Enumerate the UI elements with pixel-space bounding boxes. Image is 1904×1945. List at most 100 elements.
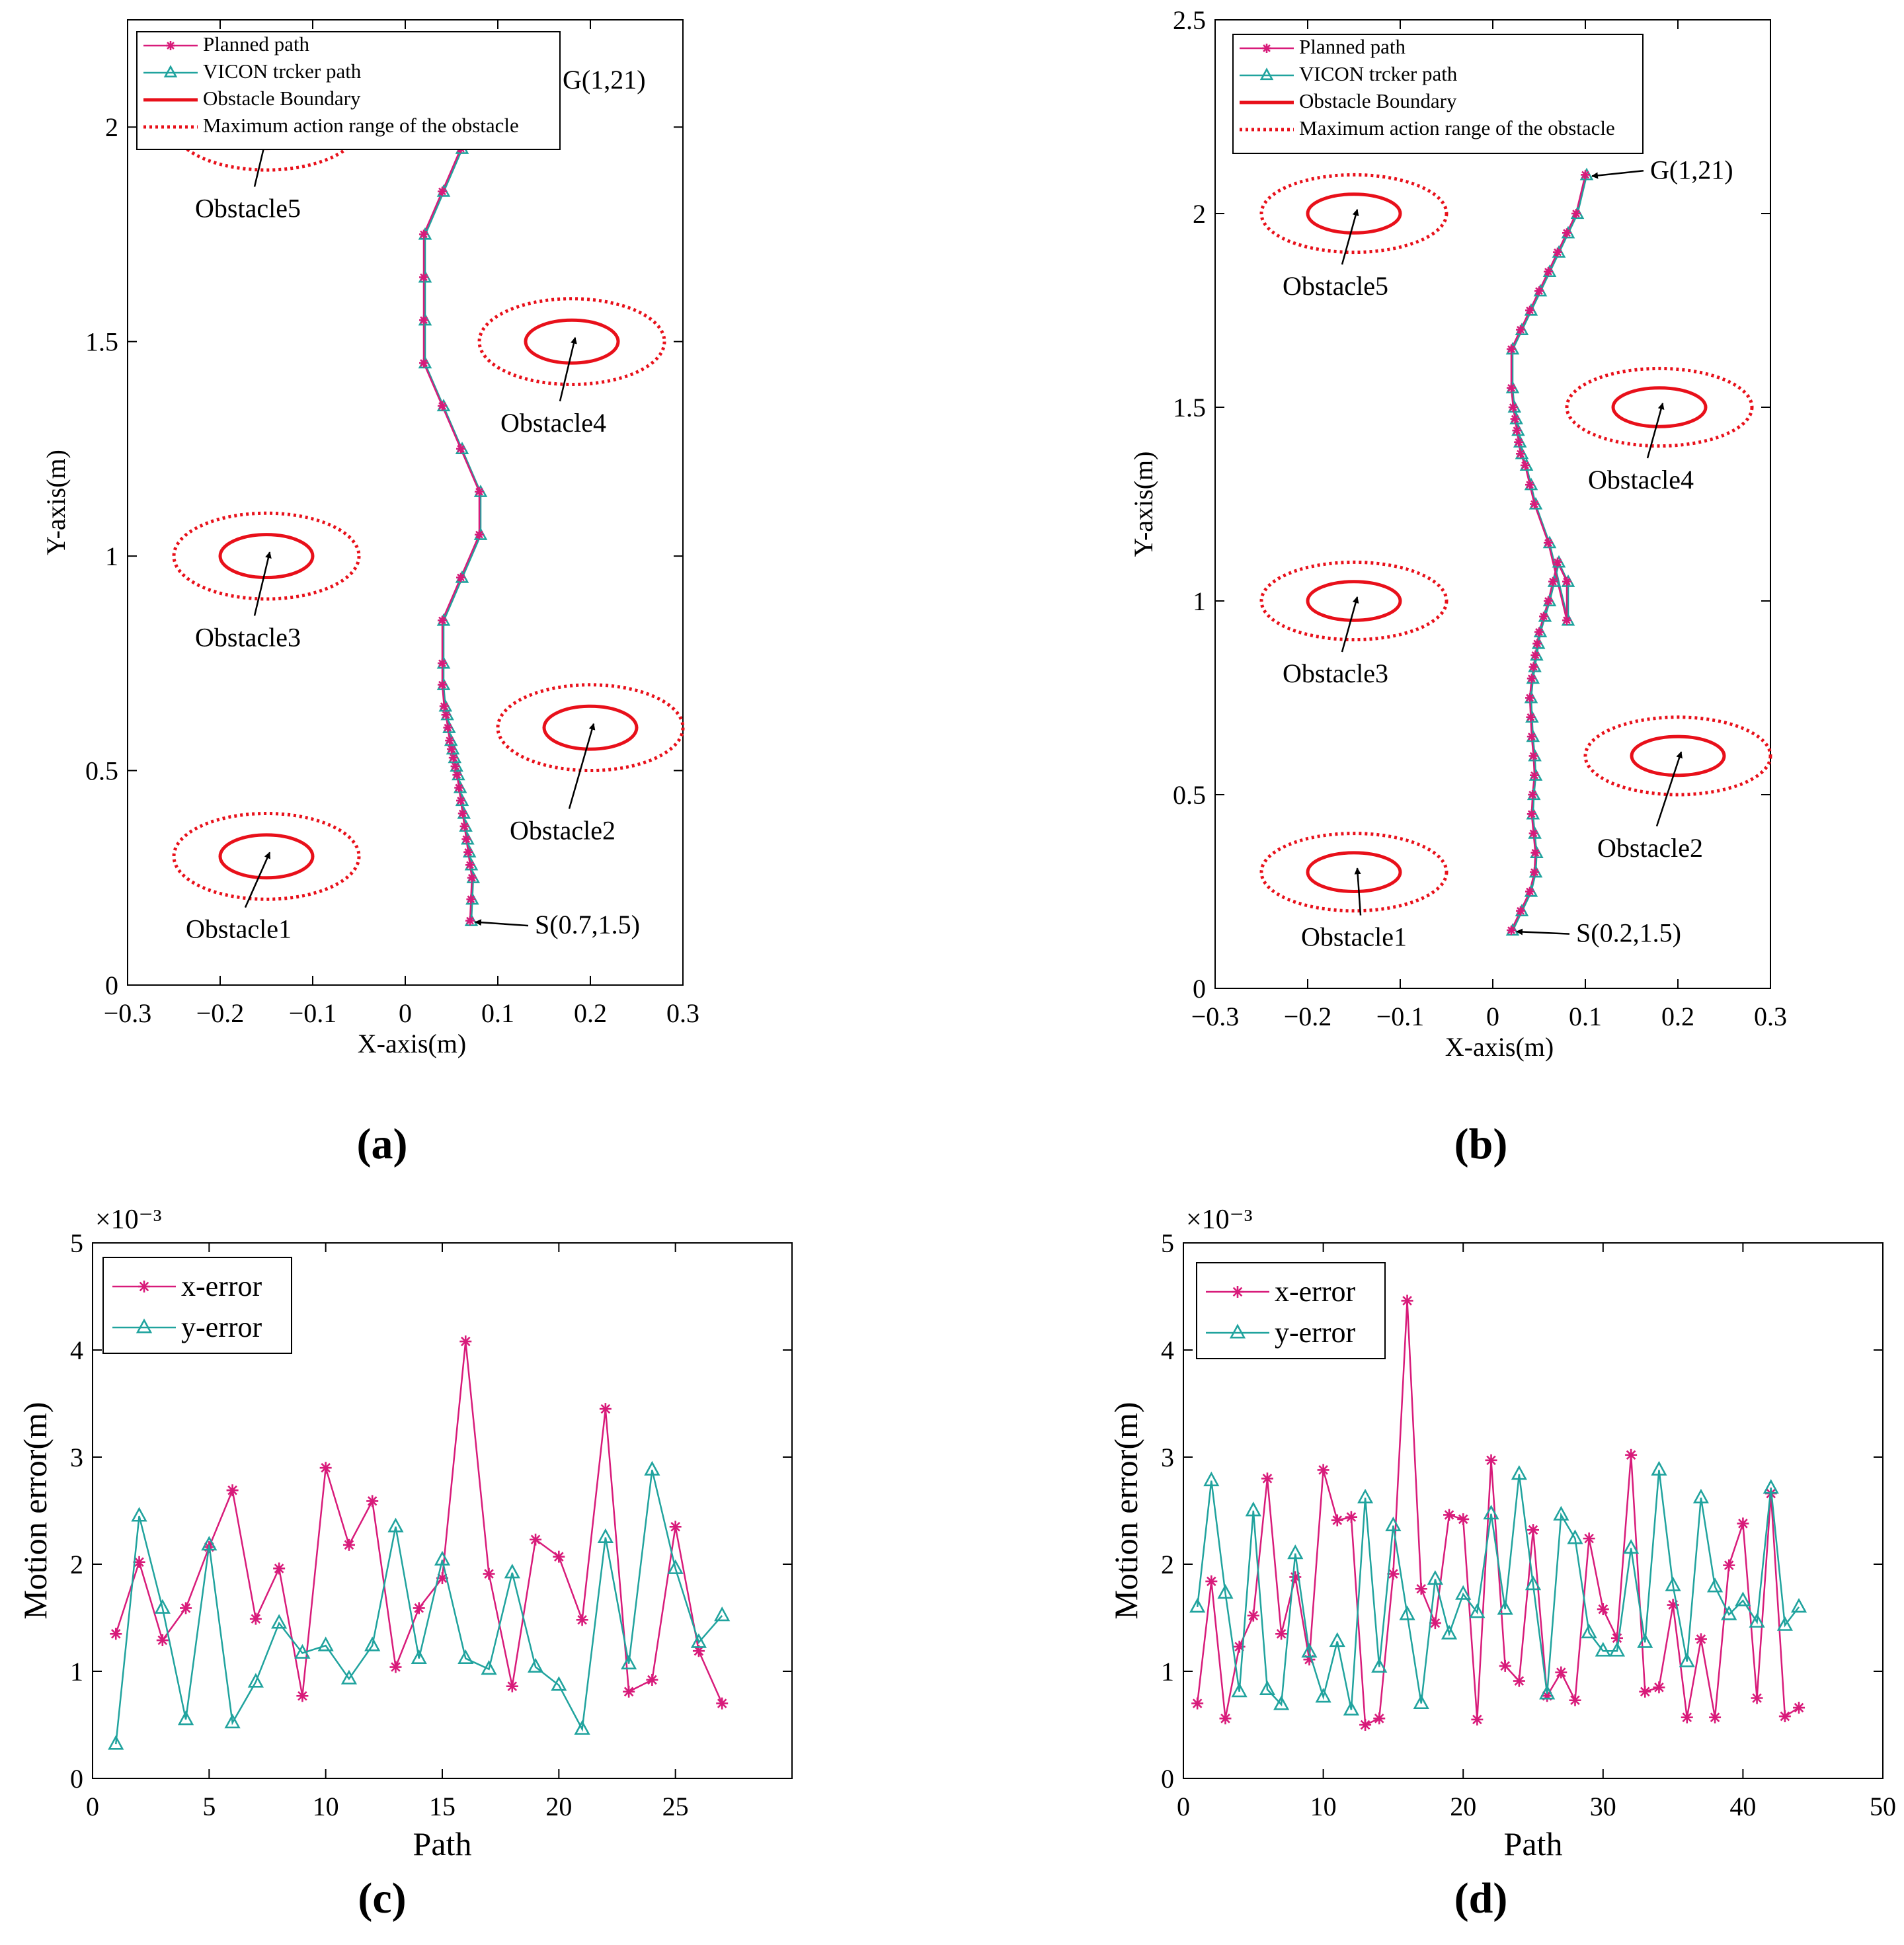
planned-path-point: [1521, 460, 1530, 470]
y-error-point: [1511, 1465, 1527, 1480]
x-error-point: [180, 1602, 192, 1614]
planned-path-point-stroke: [442, 711, 450, 719]
x-error-point-stroke: [1234, 1642, 1244, 1652]
y-error-point: [1637, 1633, 1653, 1648]
y-axis-label: Y-axis(m): [1129, 452, 1158, 557]
x-error-point: [1415, 1583, 1427, 1595]
x-error-point-stroke: [134, 1557, 144, 1568]
x-error-point-stroke: [1682, 1712, 1692, 1722]
planned-path-point: [450, 762, 460, 772]
obstacle-boundary: [1630, 734, 1726, 777]
obstacle-label: Obstacle3: [195, 622, 301, 652]
y-error-point: [574, 1720, 590, 1735]
planned-path-point: [475, 530, 484, 539]
y-error-point: [108, 1735, 124, 1750]
planned-path-point-stroke: [1511, 415, 1519, 423]
y-tick-label: 3: [70, 1443, 83, 1472]
x-error-point-stroke: [600, 1404, 611, 1414]
planned-path-point-stroke: [420, 316, 428, 325]
y-tick-label: 1.5: [85, 327, 118, 357]
planned-path-point-stroke: [1572, 210, 1580, 218]
planned-path-point: [419, 229, 428, 239]
planned-path-point-stroke: [438, 402, 446, 410]
planned-path-point-stroke: [1529, 662, 1538, 671]
x-error-point: [1513, 1675, 1525, 1687]
planned-path-point: [441, 710, 451, 720]
planned-path-point-stroke: [1544, 597, 1552, 605]
x-error-line: [1196, 1300, 1800, 1726]
planned-path-point: [1530, 499, 1539, 509]
goal-label: G(1,21): [1650, 155, 1733, 184]
x-error-point-stroke: [1710, 1712, 1720, 1722]
x-error-point-stroke: [391, 1662, 401, 1672]
y-tick-label: 1: [105, 541, 118, 571]
panel-label: (c): [358, 1874, 406, 1923]
y-error-point: [1301, 1643, 1318, 1658]
y-tick-label: 0.5: [1173, 780, 1206, 810]
x-tick-label: 0.2: [1661, 1002, 1694, 1031]
obstacle-range: [1259, 560, 1448, 642]
y-error-point: [1385, 1516, 1402, 1532]
planned-path-point-stroke: [1549, 577, 1557, 586]
y-error-point: [597, 1528, 614, 1543]
planned-path-point-stroke: [1527, 674, 1536, 683]
planned-path-point: [1530, 770, 1539, 780]
planned-path-point-stroke: [1563, 577, 1571, 586]
y-error-point: [1776, 1616, 1793, 1631]
x-error-point: [1429, 1617, 1441, 1630]
planned-path-point: [1553, 247, 1562, 257]
x-axis-label: Path: [413, 1825, 472, 1862]
y-tick-label: 4: [70, 1335, 83, 1365]
planned-path-point-stroke: [453, 771, 461, 779]
x-error-point: [1597, 1603, 1609, 1616]
planned-path-point-stroke: [438, 187, 446, 196]
x-error-point: [1751, 1692, 1763, 1704]
y-error-point: [201, 1536, 218, 1551]
planned-path-point-stroke: [464, 848, 473, 856]
obstacle-4: Obstacle4: [477, 297, 666, 438]
y-tick-label: 2: [1161, 1550, 1174, 1579]
planned-path-point: [448, 753, 458, 763]
obstacle-label: Obstacle1: [186, 914, 292, 944]
x-error-point-stroke: [298, 1690, 307, 1701]
planned-path-point: [1525, 887, 1534, 896]
planned-path-point-stroke: [1544, 539, 1552, 547]
planned-path-point-stroke: [475, 487, 483, 496]
x-error-point-stroke: [344, 1540, 354, 1550]
x-tick-label: 20: [545, 1792, 572, 1821]
planned-path-point: [1512, 426, 1522, 436]
x-error-point: [1499, 1659, 1511, 1672]
y-error-point: [1483, 1505, 1499, 1520]
x-error-point-stroke: [1332, 1515, 1343, 1525]
obstacle-2: Obstacle2: [1583, 715, 1772, 863]
start-arrow: [1516, 928, 1570, 935]
planned-path-point: [1516, 449, 1525, 459]
y-error-point: [1721, 1605, 1737, 1620]
y-tick-label: 1.5: [1173, 393, 1206, 422]
x-error-point: [296, 1690, 309, 1702]
x-error-point-stroke: [1402, 1296, 1412, 1306]
x-error-point: [1793, 1702, 1805, 1714]
planned-path-point-stroke: [1509, 403, 1517, 411]
x-tick-label: −0.2: [196, 998, 245, 1028]
planned-path-point: [1528, 662, 1538, 672]
planned-path-point: [1562, 576, 1571, 586]
planned-path-point: [1539, 612, 1548, 621]
y-error-point: [154, 1599, 171, 1614]
y-error-point: [247, 1673, 264, 1688]
legend-swatch-marker-stroke: [139, 1281, 149, 1292]
planned-path-point: [456, 795, 465, 805]
y-tick-label: 5: [1161, 1228, 1174, 1258]
obstacle-arrow: [1341, 596, 1359, 653]
legend-swatch-tracker-marker: [163, 65, 178, 78]
planned-path-point-stroke: [444, 723, 452, 732]
x-error-point: [1317, 1464, 1329, 1476]
planned-path-point: [465, 916, 475, 926]
y-error-point: [1735, 1591, 1751, 1607]
obstacle-range: [172, 511, 361, 601]
planned-path-point: [1532, 639, 1542, 649]
y-error-point: [364, 1636, 381, 1651]
legend-label: Planned path: [203, 32, 309, 56]
planned-path-point: [1528, 751, 1538, 761]
